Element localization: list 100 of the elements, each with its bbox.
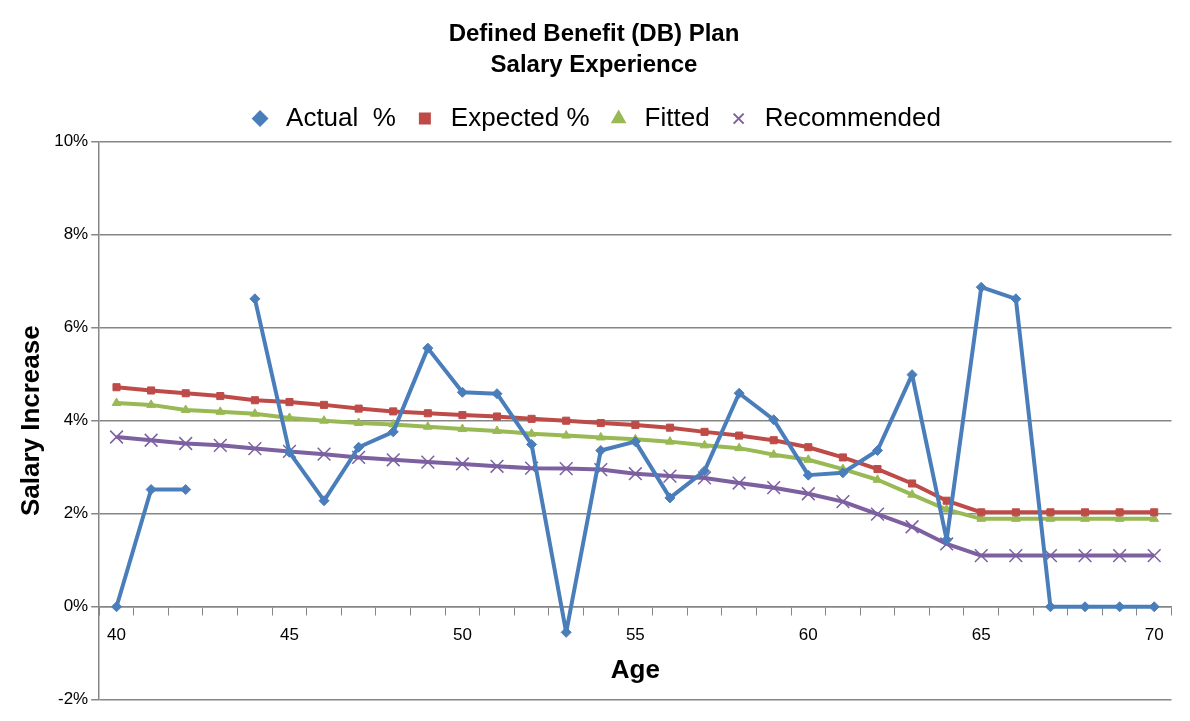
point bbox=[213, 438, 228, 453]
point bbox=[595, 431, 606, 441]
x-tick-label: 70 bbox=[1144, 624, 1164, 644]
point bbox=[1046, 508, 1055, 517]
point bbox=[146, 399, 156, 408]
legend-label: Expected % bbox=[450, 101, 590, 132]
point bbox=[420, 454, 435, 470]
point bbox=[1008, 548, 1023, 563]
point bbox=[387, 426, 399, 438]
point bbox=[389, 407, 398, 416]
y-tick-label: 2% bbox=[63, 503, 89, 523]
point bbox=[732, 475, 747, 491]
point bbox=[873, 465, 882, 474]
point bbox=[250, 396, 259, 405]
chart-subtitle: Salary Experience bbox=[490, 49, 698, 77]
point bbox=[320, 400, 329, 409]
point bbox=[939, 536, 954, 552]
point bbox=[526, 428, 537, 437]
point bbox=[1115, 508, 1124, 517]
point bbox=[423, 409, 432, 418]
point bbox=[665, 423, 674, 432]
legend-label: Actual % bbox=[286, 101, 396, 132]
x-tick-label: 50 bbox=[452, 624, 472, 644]
y-tick-label: 6% bbox=[63, 317, 89, 337]
point bbox=[111, 397, 122, 407]
point bbox=[908, 479, 917, 488]
y-tick-label: 4% bbox=[63, 410, 89, 430]
point bbox=[838, 453, 847, 462]
point bbox=[144, 433, 159, 448]
point bbox=[733, 387, 745, 399]
point bbox=[559, 461, 574, 476]
point bbox=[247, 441, 262, 456]
legend-label: Recommended bbox=[764, 101, 941, 132]
point bbox=[665, 436, 675, 445]
point bbox=[974, 548, 989, 563]
point bbox=[1112, 548, 1127, 563]
point bbox=[871, 444, 883, 456]
x-tick-label: 45 bbox=[280, 624, 299, 644]
point bbox=[562, 416, 571, 425]
y-tick-label: 0% bbox=[63, 596, 89, 616]
point bbox=[492, 425, 502, 434]
point bbox=[285, 398, 294, 407]
point bbox=[977, 508, 986, 517]
legend-label: Fitted bbox=[644, 101, 710, 132]
point bbox=[492, 412, 502, 421]
point bbox=[180, 404, 191, 413]
point bbox=[457, 423, 468, 433]
point bbox=[700, 427, 709, 436]
point bbox=[802, 469, 814, 481]
point bbox=[735, 431, 744, 440]
x-axis-title: Age bbox=[610, 653, 660, 684]
point bbox=[561, 430, 572, 439]
point bbox=[942, 496, 951, 505]
point bbox=[1147, 548, 1162, 563]
y-axis-title: Salary Increase bbox=[14, 325, 45, 517]
point bbox=[284, 412, 295, 421]
x-tick-label: 60 bbox=[798, 624, 818, 644]
point bbox=[181, 389, 190, 398]
point bbox=[768, 414, 780, 426]
point bbox=[664, 492, 676, 504]
point bbox=[1150, 508, 1159, 517]
point bbox=[319, 415, 329, 424]
point bbox=[801, 486, 816, 501]
point bbox=[1077, 548, 1093, 563]
point bbox=[351, 450, 366, 465]
point bbox=[423, 421, 433, 430]
point bbox=[1080, 508, 1090, 517]
x-tick-label: 65 bbox=[971, 624, 991, 644]
point bbox=[975, 281, 987, 293]
point bbox=[699, 465, 711, 477]
point bbox=[835, 494, 851, 509]
point bbox=[699, 439, 710, 449]
point bbox=[456, 386, 468, 398]
x-tick-label: 40 bbox=[107, 624, 126, 644]
point bbox=[596, 418, 605, 428]
point bbox=[353, 417, 364, 427]
point bbox=[216, 392, 225, 401]
chart-title: Defined Benefit (DB) Plan bbox=[448, 19, 740, 47]
x-tick-label: 55 bbox=[625, 624, 645, 644]
point bbox=[1011, 508, 1020, 517]
point bbox=[766, 480, 781, 495]
point bbox=[147, 386, 156, 395]
point bbox=[489, 459, 505, 474]
point bbox=[354, 404, 363, 413]
point bbox=[250, 408, 260, 417]
point bbox=[526, 438, 538, 450]
point bbox=[422, 342, 434, 354]
point bbox=[215, 406, 226, 415]
point bbox=[109, 429, 124, 445]
point bbox=[631, 420, 640, 429]
point bbox=[386, 452, 401, 467]
point bbox=[458, 411, 467, 420]
point bbox=[870, 507, 885, 522]
y-tick-label: 8% bbox=[63, 224, 89, 244]
point bbox=[111, 601, 123, 613]
point bbox=[318, 495, 330, 507]
point bbox=[316, 447, 332, 462]
point bbox=[768, 449, 779, 458]
y-tick-label: -2% bbox=[57, 689, 89, 709]
point bbox=[178, 436, 193, 451]
